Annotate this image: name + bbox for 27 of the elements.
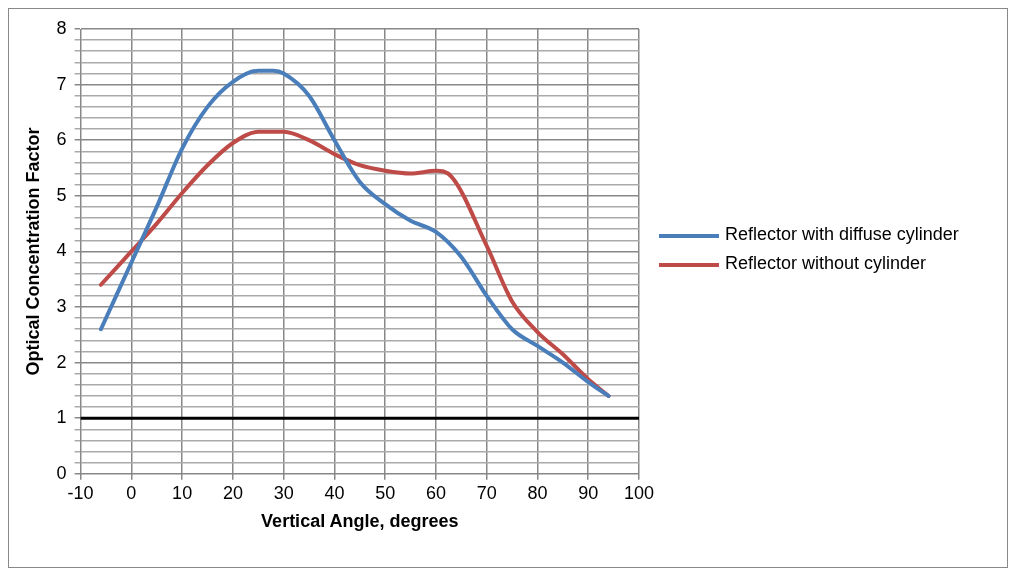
y-tick-label: 4 bbox=[56, 240, 67, 261]
x-tick-label: 10 bbox=[172, 482, 193, 503]
y-tick-label: 1 bbox=[56, 407, 67, 428]
x-axis-title: Vertical Angle, degrees bbox=[261, 511, 459, 532]
line-series bbox=[98, 68, 611, 398]
y-tick-label: 8 bbox=[56, 17, 67, 38]
x-tick-label: 60 bbox=[425, 482, 446, 503]
x-tick-label: 50 bbox=[375, 482, 396, 503]
x-tick-label: 20 bbox=[222, 482, 243, 503]
y-tick-label: 0 bbox=[56, 462, 67, 483]
legend-label: Reflector with diffuse cylinder bbox=[725, 224, 960, 245]
y-tick-label: 5 bbox=[56, 184, 67, 205]
y-tick-label: 6 bbox=[56, 129, 67, 150]
y-tick-label: 3 bbox=[56, 295, 67, 316]
y-tick-label: 2 bbox=[56, 351, 67, 372]
x-tick-label: 70 bbox=[476, 482, 497, 503]
x-tick-label: 100 bbox=[623, 482, 655, 503]
line-series bbox=[98, 129, 611, 398]
legend-label: Reflector without cylinder bbox=[725, 253, 928, 274]
y-tick-label: 7 bbox=[56, 73, 67, 94]
x-tick-label: 80 bbox=[527, 482, 548, 503]
x-tick-label: 30 bbox=[273, 482, 294, 503]
x-tick-label: 40 bbox=[324, 482, 345, 503]
y-axis-title: Optical Concentration Factor bbox=[22, 127, 43, 376]
x-tick-label: 90 bbox=[578, 482, 599, 503]
x-tick-label: 0 bbox=[126, 482, 137, 503]
x-tick-label: -10 bbox=[67, 482, 94, 503]
